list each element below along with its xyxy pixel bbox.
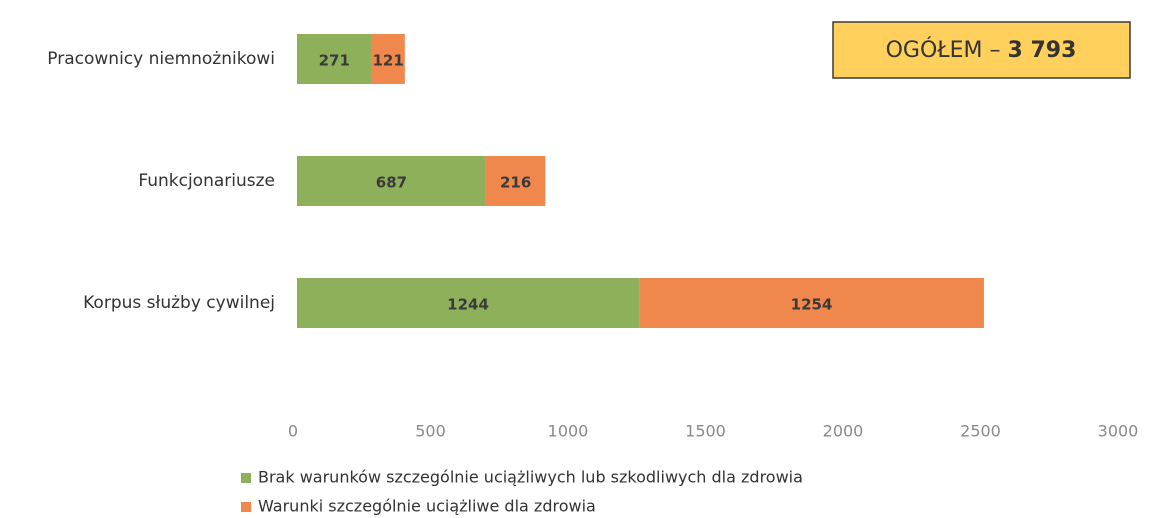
data-label: 687 (376, 174, 407, 192)
data-label: 1254 (791, 296, 833, 314)
x-tick-label: 1000 (548, 422, 589, 441)
bar (297, 156, 486, 206)
x-tick-label: 1500 (685, 422, 726, 441)
bar (371, 34, 405, 84)
annotation-total: 3 793 (1008, 38, 1077, 63)
bar (639, 278, 984, 328)
data-label: 1244 (447, 296, 489, 314)
bar (297, 34, 372, 84)
annotation-box (832, 21, 1131, 79)
legend-label: Warunki szczególnie uciążliwe dla zdrowi… (258, 497, 596, 516)
data-label: 271 (319, 52, 350, 70)
legend-marker (241, 473, 251, 483)
annotation-label: OGÓŁEM – (886, 37, 1001, 63)
x-tick-label: 0 (288, 422, 298, 441)
x-tick-label: 2000 (823, 422, 864, 441)
legend-marker (241, 502, 251, 512)
x-tick-label: 3000 (1098, 422, 1139, 441)
legend-label: Brak warunków szczególnie uciążliwych lu… (258, 468, 803, 487)
y-tick-label: Funkcjonariusze (138, 171, 275, 191)
x-tick-label: 2500 (960, 422, 1001, 441)
bar (297, 278, 640, 328)
data-label: 121 (373, 52, 404, 70)
y-tick-label: Pracownicy niemnożnikowi (47, 49, 275, 69)
bar (485, 156, 546, 206)
y-tick-label: Korpus służby cywilnej (83, 293, 275, 313)
data-label: 216 (500, 174, 531, 192)
annotation: OGÓŁEM – 3 793 (886, 37, 1077, 63)
x-tick-label: 500 (415, 422, 446, 441)
